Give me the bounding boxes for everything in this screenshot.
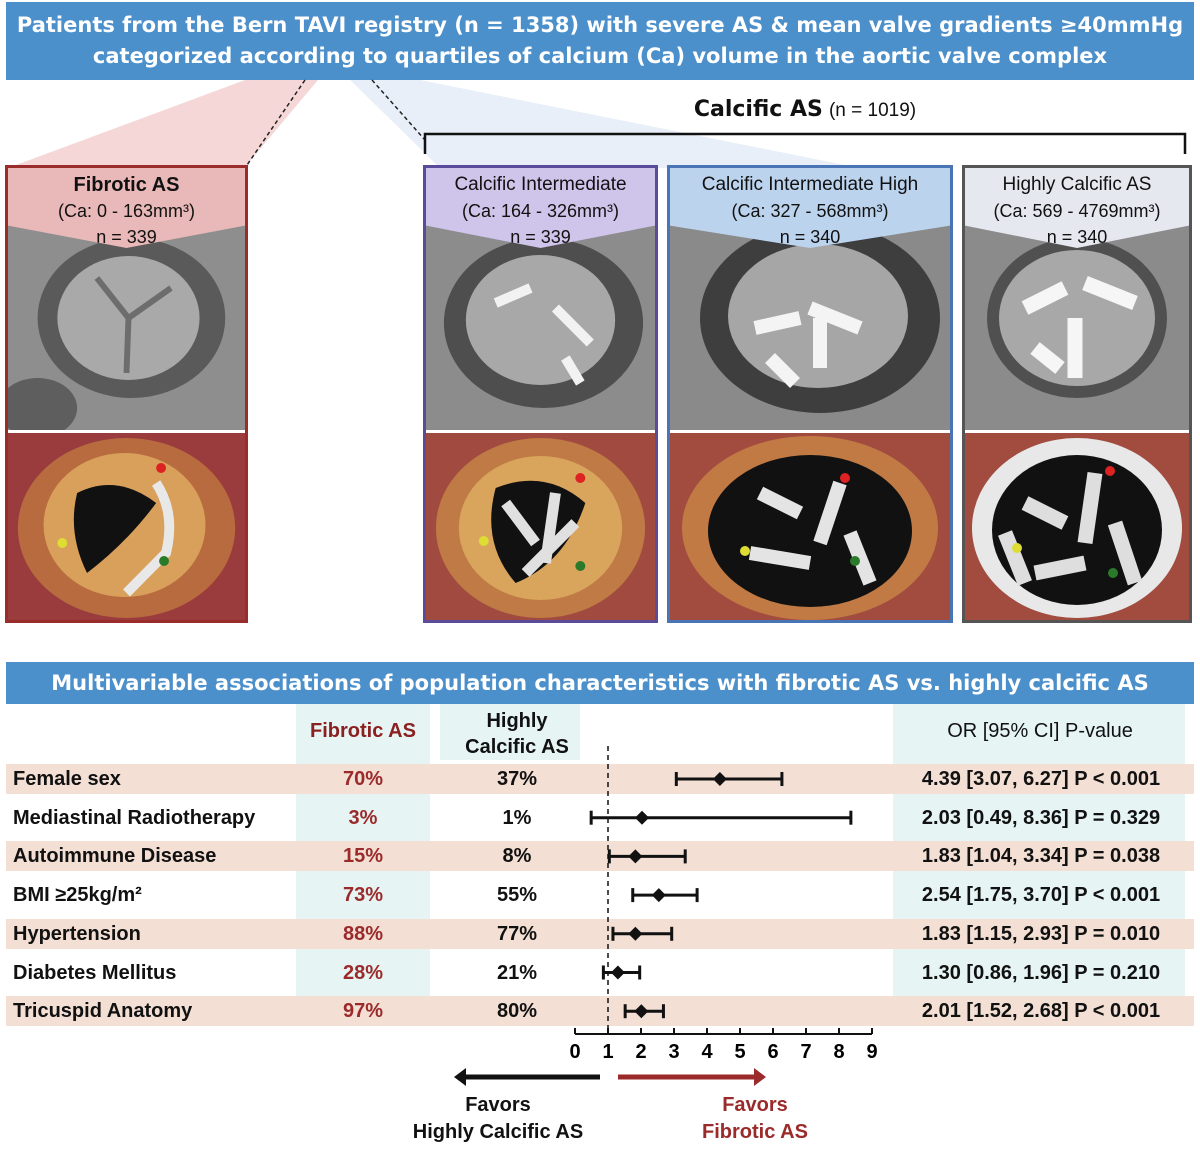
calcific-wedge [350, 80, 860, 168]
row-fibrotic-value: 15% [342, 845, 384, 868]
row-fibrotic-value: 97% [342, 1000, 384, 1023]
panel-n: n = 340 [779, 227, 841, 247]
row-fibrotic-value: 3% [348, 806, 378, 829]
panel-name: Calcific Intermediate High [701, 174, 919, 195]
header-highly-line-2: Calcific AS [465, 736, 569, 758]
panel-calcific-intermediate-high: Calcific Intermediate High (Ca: 327 - 56… [667, 165, 953, 623]
or-point [651, 888, 666, 903]
calcific-group-header: Calcific AS (n = 1019) [420, 96, 1190, 156]
x-tick-label: 0 [569, 1041, 580, 1063]
3d-render-highly-calcific [965, 433, 1189, 620]
fibrotic-wedge [8, 80, 318, 168]
panel-name: Calcific Intermediate [454, 174, 627, 195]
x-tick-label: 4 [701, 1041, 713, 1063]
row-label: Hypertension [13, 922, 141, 945]
row-or-text: 2.03 [0.49, 8.36] P = 0.329 [921, 806, 1161, 829]
row-stripe [6, 764, 1194, 794]
highly-column-bg [440, 704, 580, 760]
row-or-text: 2.54 [1.75, 3.70] P < 0.001 [921, 884, 1161, 907]
or-point [628, 849, 643, 864]
3d-render-fibrotic [8, 433, 245, 620]
panel-n: n = 340 [1046, 227, 1108, 247]
fibrotic-dash-line [244, 79, 306, 169]
row-or-text: 1.83 [1.04, 3.34] P = 0.038 [921, 845, 1161, 868]
favors-left-line-1: Favors [465, 1094, 531, 1116]
panel-fibrotic-as: Fibrotic AS (Ca: 0 - 163mm³) n = 339 [5, 165, 248, 623]
or-point [712, 772, 727, 786]
favors-right-line-1: Favors [722, 1094, 788, 1116]
row-fibrotic-value: 28% [342, 961, 384, 984]
3d-render-intermediate-high [670, 433, 950, 620]
or-point [634, 1004, 649, 1019]
panel-name: Highly Calcific AS [1002, 174, 1152, 195]
row-or-text: 1.83 [1.15, 2.93] P = 0.010 [921, 922, 1161, 945]
panel-name: Fibrotic AS [73, 174, 180, 196]
row-highly-value: 8% [502, 845, 532, 868]
row-fibrotic-value: 70% [342, 768, 384, 790]
row-label: Diabetes Mellitus [13, 961, 177, 984]
row-highly-value: 1% [502, 806, 532, 829]
row-highly-value: 55% [496, 884, 538, 907]
panel-highly-calcific-as: Highly Calcific AS (Ca: 569 - 4769mm³) n… [962, 165, 1192, 623]
x-tick-label: 3 [668, 1041, 679, 1063]
x-tick-label: 9 [866, 1041, 877, 1063]
title-line-2: categorized according to quartiles of ca… [92, 44, 1108, 68]
or-point [634, 810, 649, 825]
panel-ca-range: (Ca: 327 - 568mm³) [731, 201, 889, 221]
multivariable-banner: Multivariable associations of population… [6, 662, 1194, 704]
row-label: Female sex [13, 768, 121, 790]
row-highly-value: 77% [496, 922, 538, 945]
favors-left-line-2: Highly Calcific AS [412, 1121, 584, 1143]
favors-right-line-2: Fibrotic AS [702, 1121, 808, 1143]
row-highly-value: 21% [496, 961, 538, 984]
row-fibrotic-value: 73% [342, 884, 384, 907]
panel-ca-range: (Ca: 569 - 4769mm³) [993, 201, 1161, 221]
calcific-group-title: Calcific AS [693, 97, 823, 122]
x-tick-label: 7 [800, 1041, 811, 1063]
x-tick-label: 8 [833, 1041, 844, 1063]
or-point [628, 926, 643, 941]
favors-fibrotic-label: Favors Fibrotic AS [680, 1092, 830, 1146]
row-stripe [6, 918, 1194, 949]
calcific-group-n: (n = 1019) [828, 100, 917, 121]
panel-ca-range: (Ca: 164 - 326mm³) [461, 201, 620, 221]
header-or-ci-pvalue: OR [95% CI] P-value [947, 720, 1133, 742]
ct-image-intermediate-high [670, 168, 950, 430]
header-fibrotic-as: Fibrotic AS [310, 720, 416, 742]
calcific-bracket [423, 132, 1187, 154]
calcific-dash-line [371, 79, 426, 141]
favors-highly-calcific-label: Favors Highly Calcific AS [398, 1092, 598, 1146]
title-banner: Patients from the Bern TAVI registry (n … [6, 2, 1194, 80]
row-stripe [6, 996, 1194, 1027]
row-stripe [6, 841, 1194, 872]
favors-right-arrow-head [754, 1068, 766, 1086]
row-highly-value: 80% [496, 1000, 538, 1023]
row-label: Autoimmune Disease [13, 845, 217, 868]
panel-n: n = 339 [510, 227, 571, 247]
3d-render-intermediate [426, 433, 655, 620]
row-or-text: 1.30 [0.86, 1.96] P = 0.210 [921, 961, 1161, 984]
row-fibrotic-value: 88% [342, 922, 384, 945]
row-or-text: 4.39 [3.07, 6.27] P < 0.001 [921, 768, 1161, 790]
panel-ca-range: (Ca: 0 - 163mm³) [57, 201, 196, 221]
or-point [610, 965, 625, 980]
row-or-text: 2.01 [1.52, 2.68] P < 0.001 [921, 1000, 1161, 1023]
favors-left-arrow-head [454, 1068, 466, 1086]
header-highly-calcific-as: Highly Calcific AS [440, 708, 594, 760]
x-tick-label: 2 [635, 1041, 646, 1063]
header-highly-line-1: Highly [486, 710, 548, 732]
title-line-1: Patients from the Bern TAVI registry (n … [16, 13, 1184, 37]
panel-n: n = 339 [96, 227, 157, 247]
x-tick-label: 5 [734, 1041, 745, 1063]
x-tick-label: 1 [602, 1041, 613, 1063]
connector-lines [8, 79, 860, 169]
row-label: Mediastinal Radiotherapy [13, 806, 256, 829]
row-label: Tricuspid Anatomy [13, 1000, 193, 1023]
row-highly-value: 37% [496, 768, 538, 790]
row-label: BMI ≥25kg/m² [13, 884, 142, 907]
panel-calcific-intermediate: Calcific Intermediate (Ca: 164 - 326mm³)… [423, 165, 658, 623]
x-tick-label: 6 [767, 1041, 778, 1063]
forest-plot-section: Fibrotic AS Highly Calcific AS OR [95% C… [0, 704, 1200, 1154]
